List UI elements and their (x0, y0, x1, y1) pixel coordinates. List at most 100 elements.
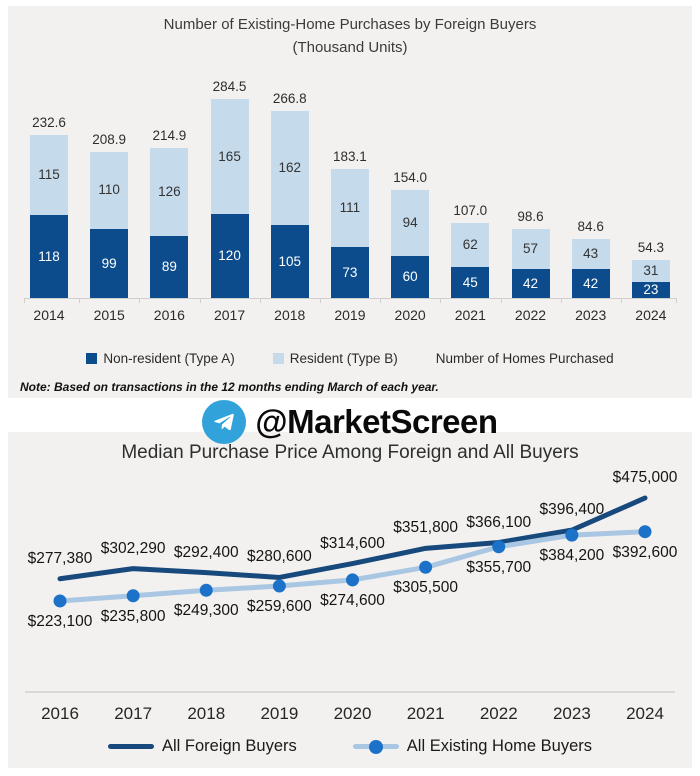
bar-total-label: 107.0 (453, 203, 488, 219)
axis-label-year: 2022 (479, 704, 518, 723)
data-label-existing: $249,300 (173, 602, 239, 620)
nonresident-swatch-icon (86, 353, 98, 364)
bar-segment-nonresident: 42 (571, 268, 610, 298)
data-point-marker (272, 579, 286, 593)
data-point-marker (565, 528, 579, 542)
bar-segment-resident: 57 (511, 228, 550, 269)
axis-label-year: 2023 (575, 307, 607, 323)
bar-segment-nonresident: 60 (391, 256, 430, 298)
data-point-marker (126, 589, 140, 603)
bar-segment-nonresident: 120 (210, 214, 249, 298)
paper-plane-icon (214, 413, 235, 431)
axis-label-year: 2016 (41, 704, 79, 723)
data-label-existing: $259,600 (247, 598, 312, 616)
axis-label-year: 2024 (626, 704, 664, 723)
bar-group-2024: 54.3 31 23 (631, 240, 670, 298)
legend-item-nonresident: Non-resident (Type A) (86, 351, 235, 366)
bar-total-label: 266.8 (272, 91, 307, 107)
data-label-foreign: $302,290 (100, 539, 166, 557)
axis-label-year: 2021 (406, 704, 445, 723)
bar-group-2017: 284.5 165 120 (210, 78, 249, 298)
bar-segment-resident: 126 (150, 147, 189, 236)
data-label-foreign: $280,600 (247, 548, 312, 566)
axis-tick (79, 298, 80, 303)
axis-tick (260, 298, 261, 303)
bar-segment-nonresident: 89 (150, 235, 189, 298)
bar-chart-title-line1: Number of Existing-Home Purchases by For… (163, 16, 537, 33)
bar-segment-resident: 94 (391, 190, 430, 256)
bar-chart-note: Note: Based on transactions in the 12 mo… (20, 380, 439, 394)
data-label-foreign: $396,400 (539, 501, 605, 519)
bar-total-label: 284.5 (212, 78, 247, 94)
axis-tick (561, 298, 562, 303)
legend-item-existing-buyers: All Existing Home Buyers (352, 737, 592, 756)
bar-group-2022: 98.6 57 42 (511, 209, 550, 298)
axis-label-year: 2017 (213, 307, 246, 323)
axis-label-year: 2018 (274, 307, 306, 323)
data-point-marker (492, 540, 506, 554)
bar-group-2014: 232.6 115 118 (30, 115, 68, 298)
data-label-foreign: $351,800 (393, 519, 458, 537)
data-point-marker (419, 560, 433, 574)
axis-tick (500, 298, 502, 303)
data-label-existing: $384,200 (539, 547, 605, 565)
data-point-marker (199, 583, 213, 597)
bar-total-label: 54.3 (637, 240, 665, 256)
axis-label-year: 2019 (260, 704, 299, 723)
data-label-existing: $392,600 (612, 543, 678, 561)
data-point-marker (346, 573, 359, 587)
bar-group-2015: 208.9 110 99 (90, 131, 129, 298)
bar-chart-plot: 232.6 115 118 208.9 110 99 214.9 126 89 284.5 165 1… (24, 48, 677, 303)
legend-item-homes-purchased: Number of Homes Purchased (436, 351, 614, 366)
bar-group-2018: 266.8 162 105 (270, 91, 309, 298)
bar-chart-legend: Non-resident (Type A) Resident (Type B) … (8, 351, 692, 366)
axis-tick (320, 298, 321, 303)
bar-group-2021: 107.0 62 45 (451, 203, 490, 298)
line-chart-title: Median Purchase Price Among Foreign and … (121, 442, 579, 463)
axis-label-year: 2020 (394, 307, 426, 323)
axis-label-year: 2024 (635, 307, 667, 323)
series-line-foreign (57, 495, 648, 582)
data-label-existing: $305,500 (393, 579, 458, 597)
bar-group-2019: 183.1 111 73 (330, 149, 369, 298)
bar-total-label: 214.9 (152, 127, 187, 143)
bar-total-label: 208.9 (92, 131, 127, 147)
axis-label-year: 2019 (334, 307, 366, 323)
bar-segment-resident: 115 (30, 134, 68, 216)
resident-swatch-icon (272, 353, 284, 364)
axis-label-year: 2018 (187, 704, 226, 723)
data-label-existing: $223,100 (27, 612, 93, 630)
bar-chart-title: Number of Existing-Home Purchases by For… (8, 14, 692, 59)
axis-label-year: 2022 (514, 307, 547, 323)
bar-segment-resident: 111 (330, 169, 369, 247)
axis-tick (139, 298, 140, 303)
axis-label-year: 2017 (114, 704, 153, 723)
data-label-foreign: $277,380 (27, 549, 93, 567)
bar-group-2016: 214.9 126 89 (150, 127, 189, 298)
bar-group-2023: 84.6 43 42 (571, 219, 610, 298)
data-label-foreign: $366,100 (466, 513, 532, 531)
axis-label-year: 2014 (33, 307, 65, 323)
bar-segment-resident: 110 (90, 151, 129, 229)
data-label-existing: $235,800 (100, 607, 166, 625)
bar-segment-resident: 162 (270, 111, 309, 225)
bar-segment-resident: 43 (571, 238, 610, 269)
legend-item-resident: Resident (Type B) (272, 351, 398, 366)
line-chart-legend: All Foreign Buyers All Existing Home Buy… (8, 737, 692, 756)
bar-segment-nonresident: 99 (90, 228, 129, 298)
existing-marker-icon (368, 739, 383, 754)
axis-tick (676, 298, 677, 303)
legend-label-nonresident: Non-resident (Type A) (103, 351, 235, 366)
bar-segment-nonresident: 45 (451, 266, 490, 298)
axis-tick (199, 298, 201, 303)
axis-tick (380, 298, 381, 303)
legend-item-foreign-buyers: All Foreign Buyers (107, 737, 297, 756)
legend-label-resident: Resident (Type B) (289, 351, 398, 366)
bar-chart-title-line2: (Thousand Units) (292, 38, 408, 56)
bar-segment-resident: 31 (631, 260, 670, 282)
bar-group-2020: 154.0 94 60 (391, 170, 430, 298)
data-point-marker (53, 594, 67, 608)
data-label-foreign: $475,000 (612, 469, 678, 487)
axis-label-year: 2021 (454, 307, 486, 323)
bar-chart-x-axis: 2014 2015 2016 2017 2018 2019 2020 2021 2022 2023… (24, 307, 676, 323)
